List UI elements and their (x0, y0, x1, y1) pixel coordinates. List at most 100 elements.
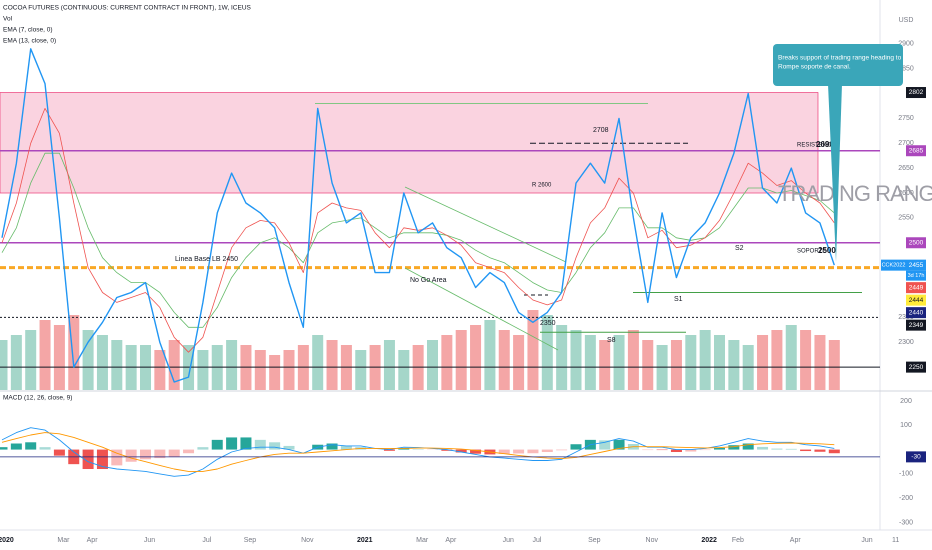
volume-bar (814, 335, 826, 390)
y-tick-label: 2750 (898, 115, 914, 122)
volume-bar (96, 335, 108, 390)
price-label: 2349 (909, 322, 924, 329)
x-tick-label: Jul (202, 537, 211, 544)
volume-bar (154, 350, 166, 390)
histogram-bar (814, 449, 826, 452)
histogram-bar (513, 449, 525, 454)
volume-bar (570, 330, 582, 390)
annotation: SOPORTE (797, 249, 826, 255)
volume-bar (771, 330, 783, 390)
volume-bar (627, 330, 639, 390)
x-tick-label: 2022 (701, 537, 717, 544)
annotation: 2500 (818, 246, 836, 255)
price-label-box (906, 361, 926, 373)
volume-bar (599, 340, 611, 390)
volume-bar (0, 340, 8, 390)
y-tick-label: -300 (899, 519, 913, 526)
histogram-bar (498, 449, 510, 454)
macd-title: MACD (12, 26, close, 9) (3, 395, 72, 402)
volume-bar (383, 340, 395, 390)
annotation: No Go Area (410, 277, 447, 284)
x-tick-label: Jul (532, 537, 541, 544)
x-tick-label: Sep (244, 537, 257, 544)
x-tick-label: Nov (646, 537, 659, 544)
histogram-bar (800, 449, 812, 452)
volume-bar (455, 330, 467, 390)
x-tick-label: Jun (861, 537, 872, 544)
histogram-bar (283, 445, 295, 450)
annotation: S8 (607, 337, 616, 344)
x-tick-label: Jun (144, 537, 155, 544)
price-label: 2500 (909, 239, 924, 246)
volume-bar (685, 335, 697, 390)
volume-bar (828, 340, 840, 390)
volume-bar (785, 325, 797, 390)
price-label-box (906, 237, 926, 249)
y-tick-label: 2900 (898, 41, 914, 48)
volume-bar (10, 335, 22, 390)
volume-label: Vol (3, 16, 13, 23)
y-tick-label: 2600 (898, 190, 914, 197)
price-label-box (906, 294, 926, 306)
histogram-bar (183, 449, 195, 454)
series-line (1, 427, 835, 477)
y-tick-label: 2700 (898, 140, 914, 147)
callout-pointer (828, 84, 842, 262)
histogram-bar (785, 448, 797, 450)
series-line (1, 48, 835, 383)
volume-bar (556, 325, 568, 390)
x-tick-label: Feb (732, 537, 744, 544)
y-tick-label: 100 (900, 422, 912, 429)
annotation: RESISTENCIA (797, 143, 837, 149)
histogram-bar (326, 443, 338, 450)
price-label: 2685 (909, 147, 924, 154)
x-tick-label: Apr (445, 537, 457, 544)
histogram-bar (757, 446, 769, 450)
volume-bar (269, 355, 281, 390)
price-label: -30 (911, 454, 921, 461)
volume-bar (757, 335, 769, 390)
symbol-tag-box (881, 259, 906, 271)
histogram-bar (570, 444, 582, 450)
callout-box (773, 44, 903, 86)
volume-bar (513, 335, 525, 390)
series-line (1, 108, 835, 353)
x-tick-label: Apr (87, 537, 99, 544)
histogram-bar (541, 449, 553, 453)
volume-bar (326, 340, 338, 390)
histogram-bar (254, 439, 266, 450)
histogram-bar (398, 448, 410, 450)
volume-bar (613, 335, 625, 390)
callout-text: Breaks support of trading range heading … (778, 55, 913, 62)
histogram-bar (25, 442, 37, 450)
histogram-bar (527, 449, 539, 454)
volume-bar (355, 350, 367, 390)
countdown: 3d 17h (908, 273, 925, 279)
annotation: S1 (674, 296, 683, 303)
chart-title: COCOA FUTURES (CONTINUOUS: CURRENT CONTR… (3, 5, 252, 12)
volume-bar (541, 315, 553, 390)
price-label-box (906, 87, 926, 99)
x-tick-label: 11 (892, 537, 899, 544)
volume-bar (283, 350, 295, 390)
volume-bar (484, 320, 496, 390)
histogram-bar (670, 449, 682, 453)
volume-bar (527, 310, 539, 390)
volume-bar (398, 350, 410, 390)
annotation: 2350 (540, 320, 556, 327)
x-tick-label: Mar (416, 537, 429, 544)
y-tick-label: 2650 (898, 165, 914, 172)
price-label-box (906, 319, 926, 331)
x-tick-label: Apr (790, 537, 802, 544)
currency: USD (899, 17, 914, 24)
trend-line (404, 267, 559, 351)
y-tick-label: -100 (899, 471, 913, 478)
histogram-bar (455, 449, 467, 453)
histogram-bar (82, 449, 94, 470)
histogram-bar (154, 449, 166, 459)
x-tick-label: Nov (301, 537, 314, 544)
volume-bar (82, 330, 94, 390)
histogram-bar (10, 443, 22, 450)
histogram-bar (0, 447, 8, 450)
volume-bar (584, 335, 596, 390)
